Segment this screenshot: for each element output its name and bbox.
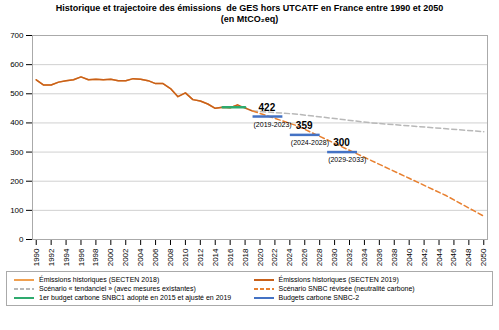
- svg-text:2040: 2040: [405, 248, 414, 266]
- html-text:Émissions historiques (SECTEN: Émissions historiques (SECTEN 2019): [278, 276, 399, 283]
- svg-text:2000: 2000: [106, 248, 115, 266]
- svg-text:2020: 2020: [256, 248, 265, 266]
- svg-text:400: 400: [10, 118, 24, 127]
- svg-text:600: 600: [10, 60, 24, 69]
- svg-text:1992: 1992: [47, 248, 56, 266]
- svg-text:2036: 2036: [375, 248, 384, 266]
- svg-text:2014: 2014: [211, 248, 220, 266]
- svg-text:2028: 2028: [315, 248, 324, 266]
- svg-text:2010: 2010: [181, 248, 190, 266]
- svg-text:(2029-2033): (2029-2033): [328, 156, 366, 164]
- svg-text:2026: 2026: [300, 248, 309, 266]
- svg-text:2038: 2038: [390, 248, 399, 266]
- svg-text:2018: 2018: [241, 248, 250, 266]
- svg-text:2048: 2048: [464, 248, 473, 266]
- svg-text:2022: 2022: [270, 248, 279, 266]
- svg-text:(2019-2023): (2019-2023): [254, 121, 292, 129]
- svg-text:2032: 2032: [345, 248, 354, 266]
- svg-text:2006: 2006: [151, 248, 160, 266]
- svg-text:2012: 2012: [196, 248, 205, 266]
- svg-text:2044: 2044: [435, 248, 444, 266]
- svg-text:300: 300: [10, 148, 24, 157]
- svg-text:2034: 2034: [360, 248, 369, 266]
- html-text:Budgets carbone SNBC-2: Budgets carbone SNBC-2: [278, 294, 359, 301]
- svg-text:1998: 1998: [91, 248, 100, 266]
- svg-text:(2024-2028): (2024-2028): [291, 139, 329, 147]
- svg-text:2042: 2042: [420, 248, 429, 266]
- html-text:Scénario « tendanciel » (avec: Scénario « tendanciel » (avec mesures ex…: [39, 285, 196, 292]
- svg-text:0: 0: [19, 235, 24, 244]
- svg-text:2046: 2046: [449, 248, 458, 266]
- html-text:Scénario SNBC révisée (neutral: Scénario SNBC révisée (neutralité carbon…: [278, 285, 415, 292]
- svg-text:1996: 1996: [77, 248, 86, 266]
- svg-text:1994: 1994: [62, 248, 71, 266]
- svg-text:2050: 2050: [479, 248, 488, 266]
- svg-text:359: 359: [296, 120, 313, 131]
- svg-text:1990: 1990: [32, 248, 41, 266]
- svg-text:2002: 2002: [121, 248, 130, 266]
- svg-text:200: 200: [10, 177, 24, 186]
- svg-text:2016: 2016: [226, 248, 235, 266]
- svg-text:2004: 2004: [136, 248, 145, 266]
- svg-text:500: 500: [10, 89, 24, 98]
- svg-text:2008: 2008: [166, 248, 175, 266]
- svg-text:300: 300: [333, 137, 350, 148]
- svg-text:2024: 2024: [285, 248, 294, 266]
- svg-text:2030: 2030: [330, 248, 339, 266]
- html-text:Émissions historiques (SECTEN: Émissions historiques (SECTEN 2018): [39, 276, 160, 283]
- svg-text:100: 100: [10, 206, 24, 215]
- html-text:1er budget carbone SNBC1 adopt: 1er budget carbone SNBC1 adopté en 2015 …: [39, 294, 232, 301]
- html-text:Historique et trajectoire des: Historique et trajectoire des émissions …: [55, 3, 444, 24]
- svg-text:422: 422: [259, 102, 276, 113]
- svg-text:700: 700: [10, 31, 24, 40]
